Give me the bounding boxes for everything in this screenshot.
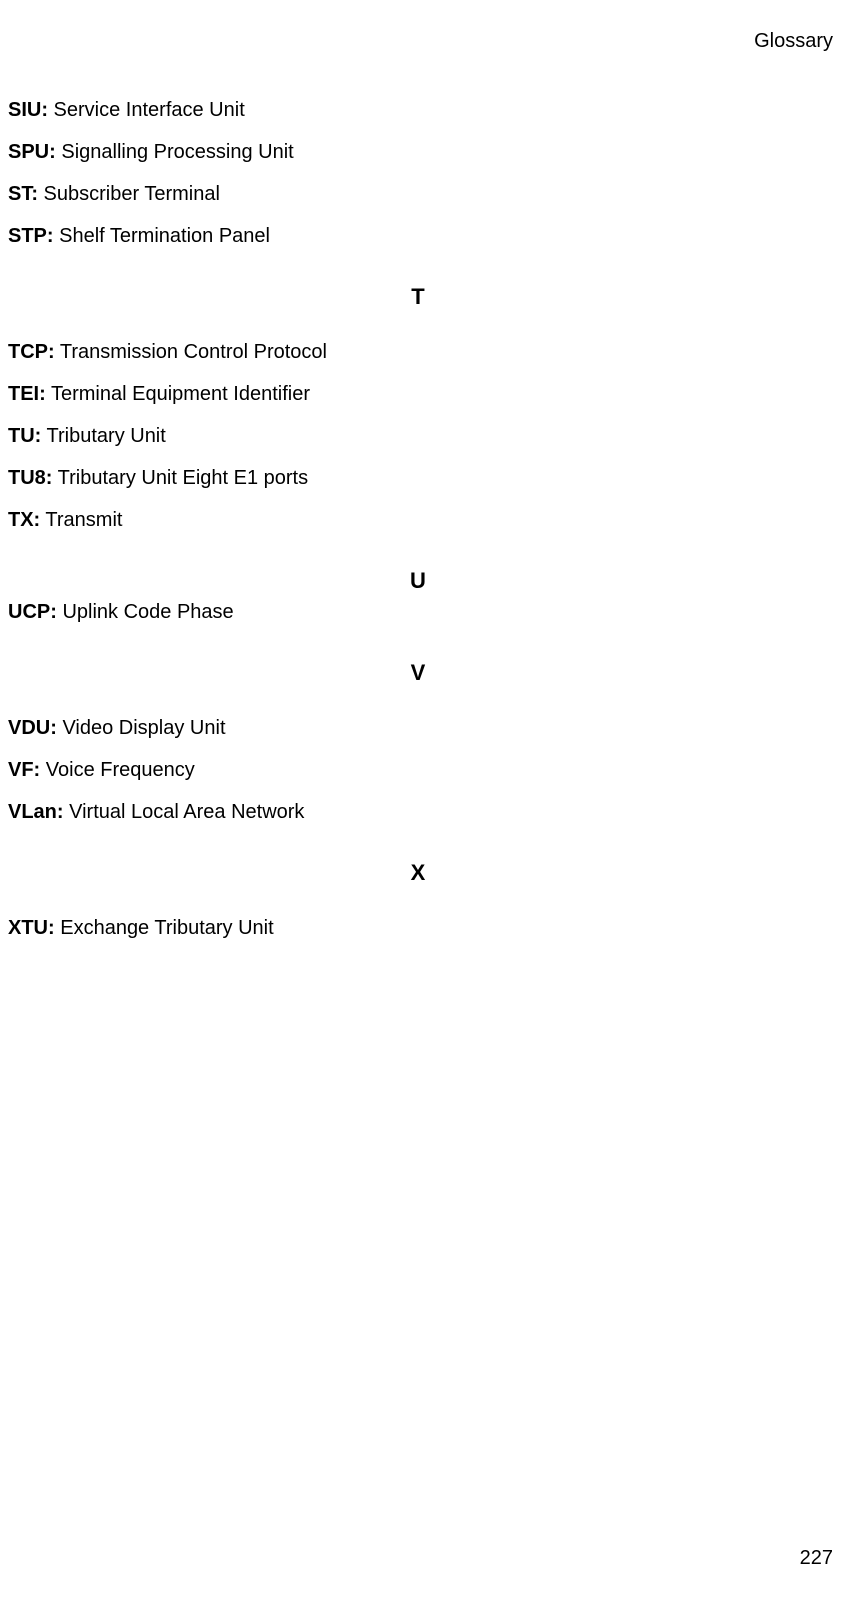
- definition: Shelf Termination Panel: [54, 225, 270, 247]
- glossary-entry: VF: Voice Frequency: [8, 758, 828, 782]
- page-number: 227: [800, 1547, 833, 1570]
- definition: Tributary Unit: [41, 425, 165, 447]
- definition: Transmit: [40, 509, 122, 531]
- section-heading-t: T: [8, 284, 828, 310]
- page-header: Glossary: [754, 30, 833, 53]
- term: TU:: [8, 425, 41, 447]
- definition: Exchange Tributary Unit: [55, 917, 274, 939]
- term: XTU:: [8, 917, 55, 939]
- term: UCP:: [8, 601, 57, 623]
- definition: Video Display Unit: [57, 717, 226, 739]
- definition: Signalling Processing Unit: [56, 141, 294, 163]
- definition: Tributary Unit Eight E1 ports: [52, 467, 308, 489]
- glossary-entry: ST: Subscriber Terminal: [8, 182, 828, 206]
- term: STP:: [8, 225, 54, 247]
- term: SIU:: [8, 99, 48, 121]
- glossary-entry: VDU: Video Display Unit: [8, 716, 828, 740]
- term: SPU:: [8, 141, 56, 163]
- definition: Terminal Equipment Identifier: [46, 383, 310, 405]
- definition: Transmission Control Protocol: [55, 341, 327, 363]
- term: ST:: [8, 183, 38, 205]
- definition: Subscriber Terminal: [38, 183, 220, 205]
- glossary-entry: STP: Shelf Termination Panel: [8, 224, 828, 248]
- glossary-entry: TEI: Terminal Equipment Identifier: [8, 382, 828, 406]
- term: TCP:: [8, 341, 55, 363]
- term: TU8:: [8, 467, 52, 489]
- definition: Uplink Code Phase: [57, 601, 234, 623]
- glossary-entry: TU: Tributary Unit: [8, 424, 828, 448]
- term: VDU:: [8, 717, 57, 739]
- term: TX:: [8, 509, 40, 531]
- section-heading-u: U: [8, 568, 828, 594]
- section-heading-v: V: [8, 660, 828, 686]
- glossary-content: SIU: Service Interface Unit SPU: Signall…: [8, 98, 828, 958]
- glossary-entry: TU8: Tributary Unit Eight E1 ports: [8, 466, 828, 490]
- definition: Service Interface Unit: [48, 99, 245, 121]
- glossary-entry: TCP: Transmission Control Protocol: [8, 340, 828, 364]
- term: VF:: [8, 759, 40, 781]
- term: TEI:: [8, 383, 46, 405]
- definition: Virtual Local Area Network: [64, 801, 305, 823]
- glossary-entry: TX: Transmit: [8, 508, 828, 532]
- glossary-entry: UCP: Uplink Code Phase: [8, 600, 828, 624]
- glossary-entry: SIU: Service Interface Unit: [8, 98, 828, 122]
- glossary-entry: XTU: Exchange Tributary Unit: [8, 916, 828, 940]
- page: Glossary SIU: Service Interface Unit SPU…: [0, 0, 865, 1598]
- definition: Voice Frequency: [40, 759, 195, 781]
- term: VLan:: [8, 801, 64, 823]
- glossary-entry: VLan: Virtual Local Area Network: [8, 800, 828, 824]
- glossary-entry: SPU: Signalling Processing Unit: [8, 140, 828, 164]
- section-heading-x: X: [8, 860, 828, 886]
